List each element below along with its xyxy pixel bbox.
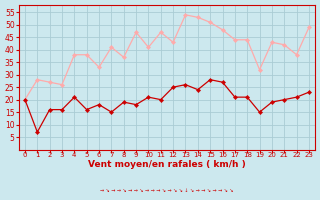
X-axis label: Vent moyen/en rafales ( km/h ): Vent moyen/en rafales ( km/h ): [88, 160, 246, 169]
Text: → ↘ → → ↘ → → ↘ → → → ↘ → ↘ ↘ ↓ ↘ → → ↘ → → ↘ ↘: → ↘ → → ↘ → → ↘ → → → ↘ → ↘ ↘ ↓ ↘ → → ↘ …: [100, 188, 234, 193]
